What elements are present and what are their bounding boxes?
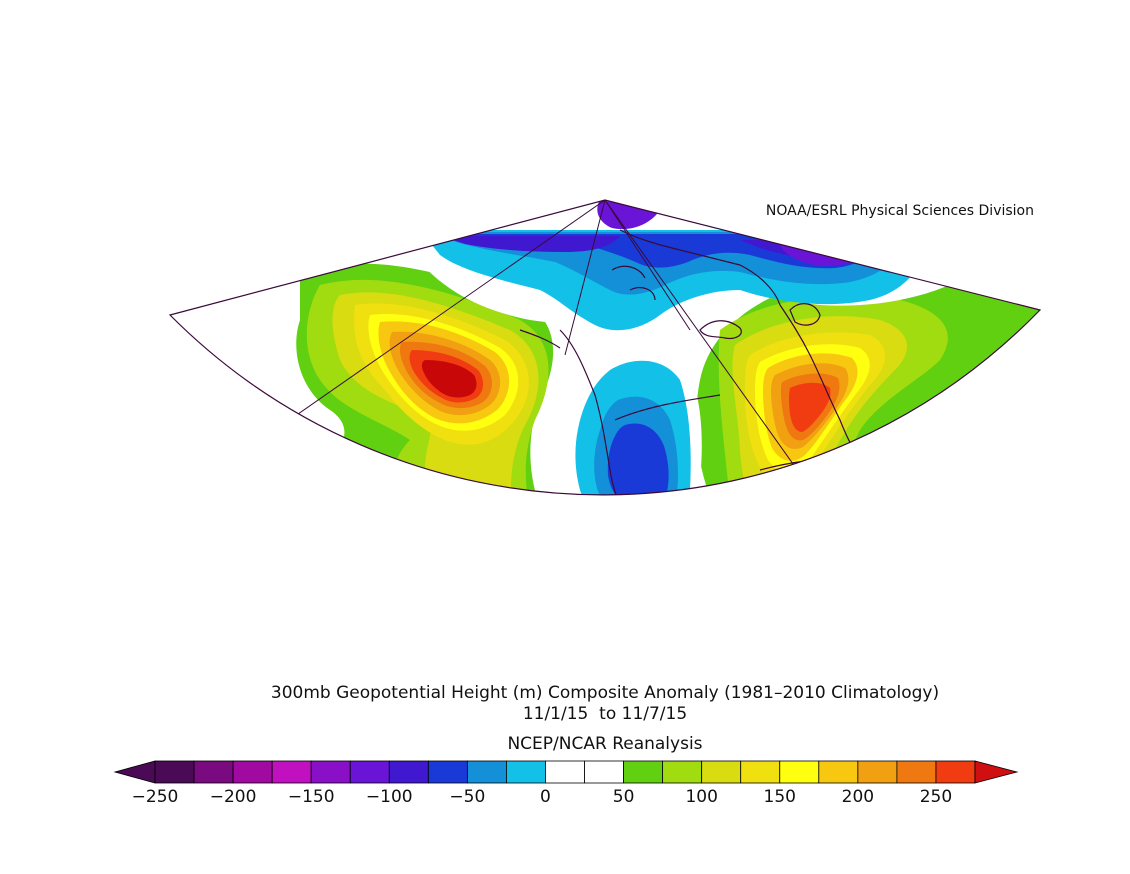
colorbar-swatch [701,760,742,784]
colorbar-tick-label: −150 [288,787,335,807]
colorbar-swatch [545,760,585,784]
contour-positive-250 [421,360,477,398]
colorbar-tick-label: 0 [540,787,551,807]
colorbar-tick-label: 250 [920,787,952,807]
colorbar-swatch [154,760,195,784]
colorbar-over-arrow [974,760,1019,784]
colorbar-swatch [740,760,781,784]
contour-negative-arctic-100 [440,236,870,260]
contour-positive-200 [399,341,840,441]
colorbar-swatch [584,760,624,784]
figure-dates: 11/1/15 to 11/7/15 [523,704,687,724]
contour-negative-75 [607,423,669,495]
colorbar-swatch [232,760,273,784]
colorbar-swatch [349,760,390,784]
colorbar-tick-label: 100 [685,787,717,807]
colorbar-tick-label: −200 [210,787,257,807]
colorbar-tick-label: −250 [132,787,179,807]
credit-label: NOAA/ESRL Physical Sciences Division [766,203,1034,219]
colorbar-swatch [896,760,937,784]
colorbar-tick-label: −50 [449,787,485,807]
colorbar-tick-label: 150 [764,787,796,807]
colorbar-tick-label: 50 [613,787,635,807]
colorbar-swatch [662,760,703,784]
figure-title: 300mb Geopotential Height (m) Composite … [271,683,939,703]
colorbar-swatch [857,760,898,784]
colorbar-swatch [388,760,429,784]
colorbar-swatch [779,760,820,784]
colorbar-swatch [466,760,507,784]
colorbar-swatch [427,760,468,784]
colorbar-tick-label: 200 [842,787,874,807]
map-sector [170,200,1040,495]
map-border [168,199,1042,496]
colorbar-tick-label: −100 [366,787,413,807]
colorbar-swatch [506,760,546,784]
colorbar-swatch [623,760,664,784]
figure-source: NCEP/NCAR Reanalysis [507,734,702,754]
colorbar-swatch [310,760,351,784]
colorbar: −250 −200 −150 −100 −50 0 50 100 150 200 250 [113,760,1019,807]
colorbar-swatch [193,760,234,784]
contour-positive-225 [409,350,831,432]
colorbar-swatch [935,760,976,784]
contour-negative-arctic-125 [597,200,860,266]
contour-positive-150 [378,321,858,461]
colorbar-swatch [818,760,859,784]
colorbar-swatch [271,760,312,784]
colorbar-under-arrow [113,760,156,784]
